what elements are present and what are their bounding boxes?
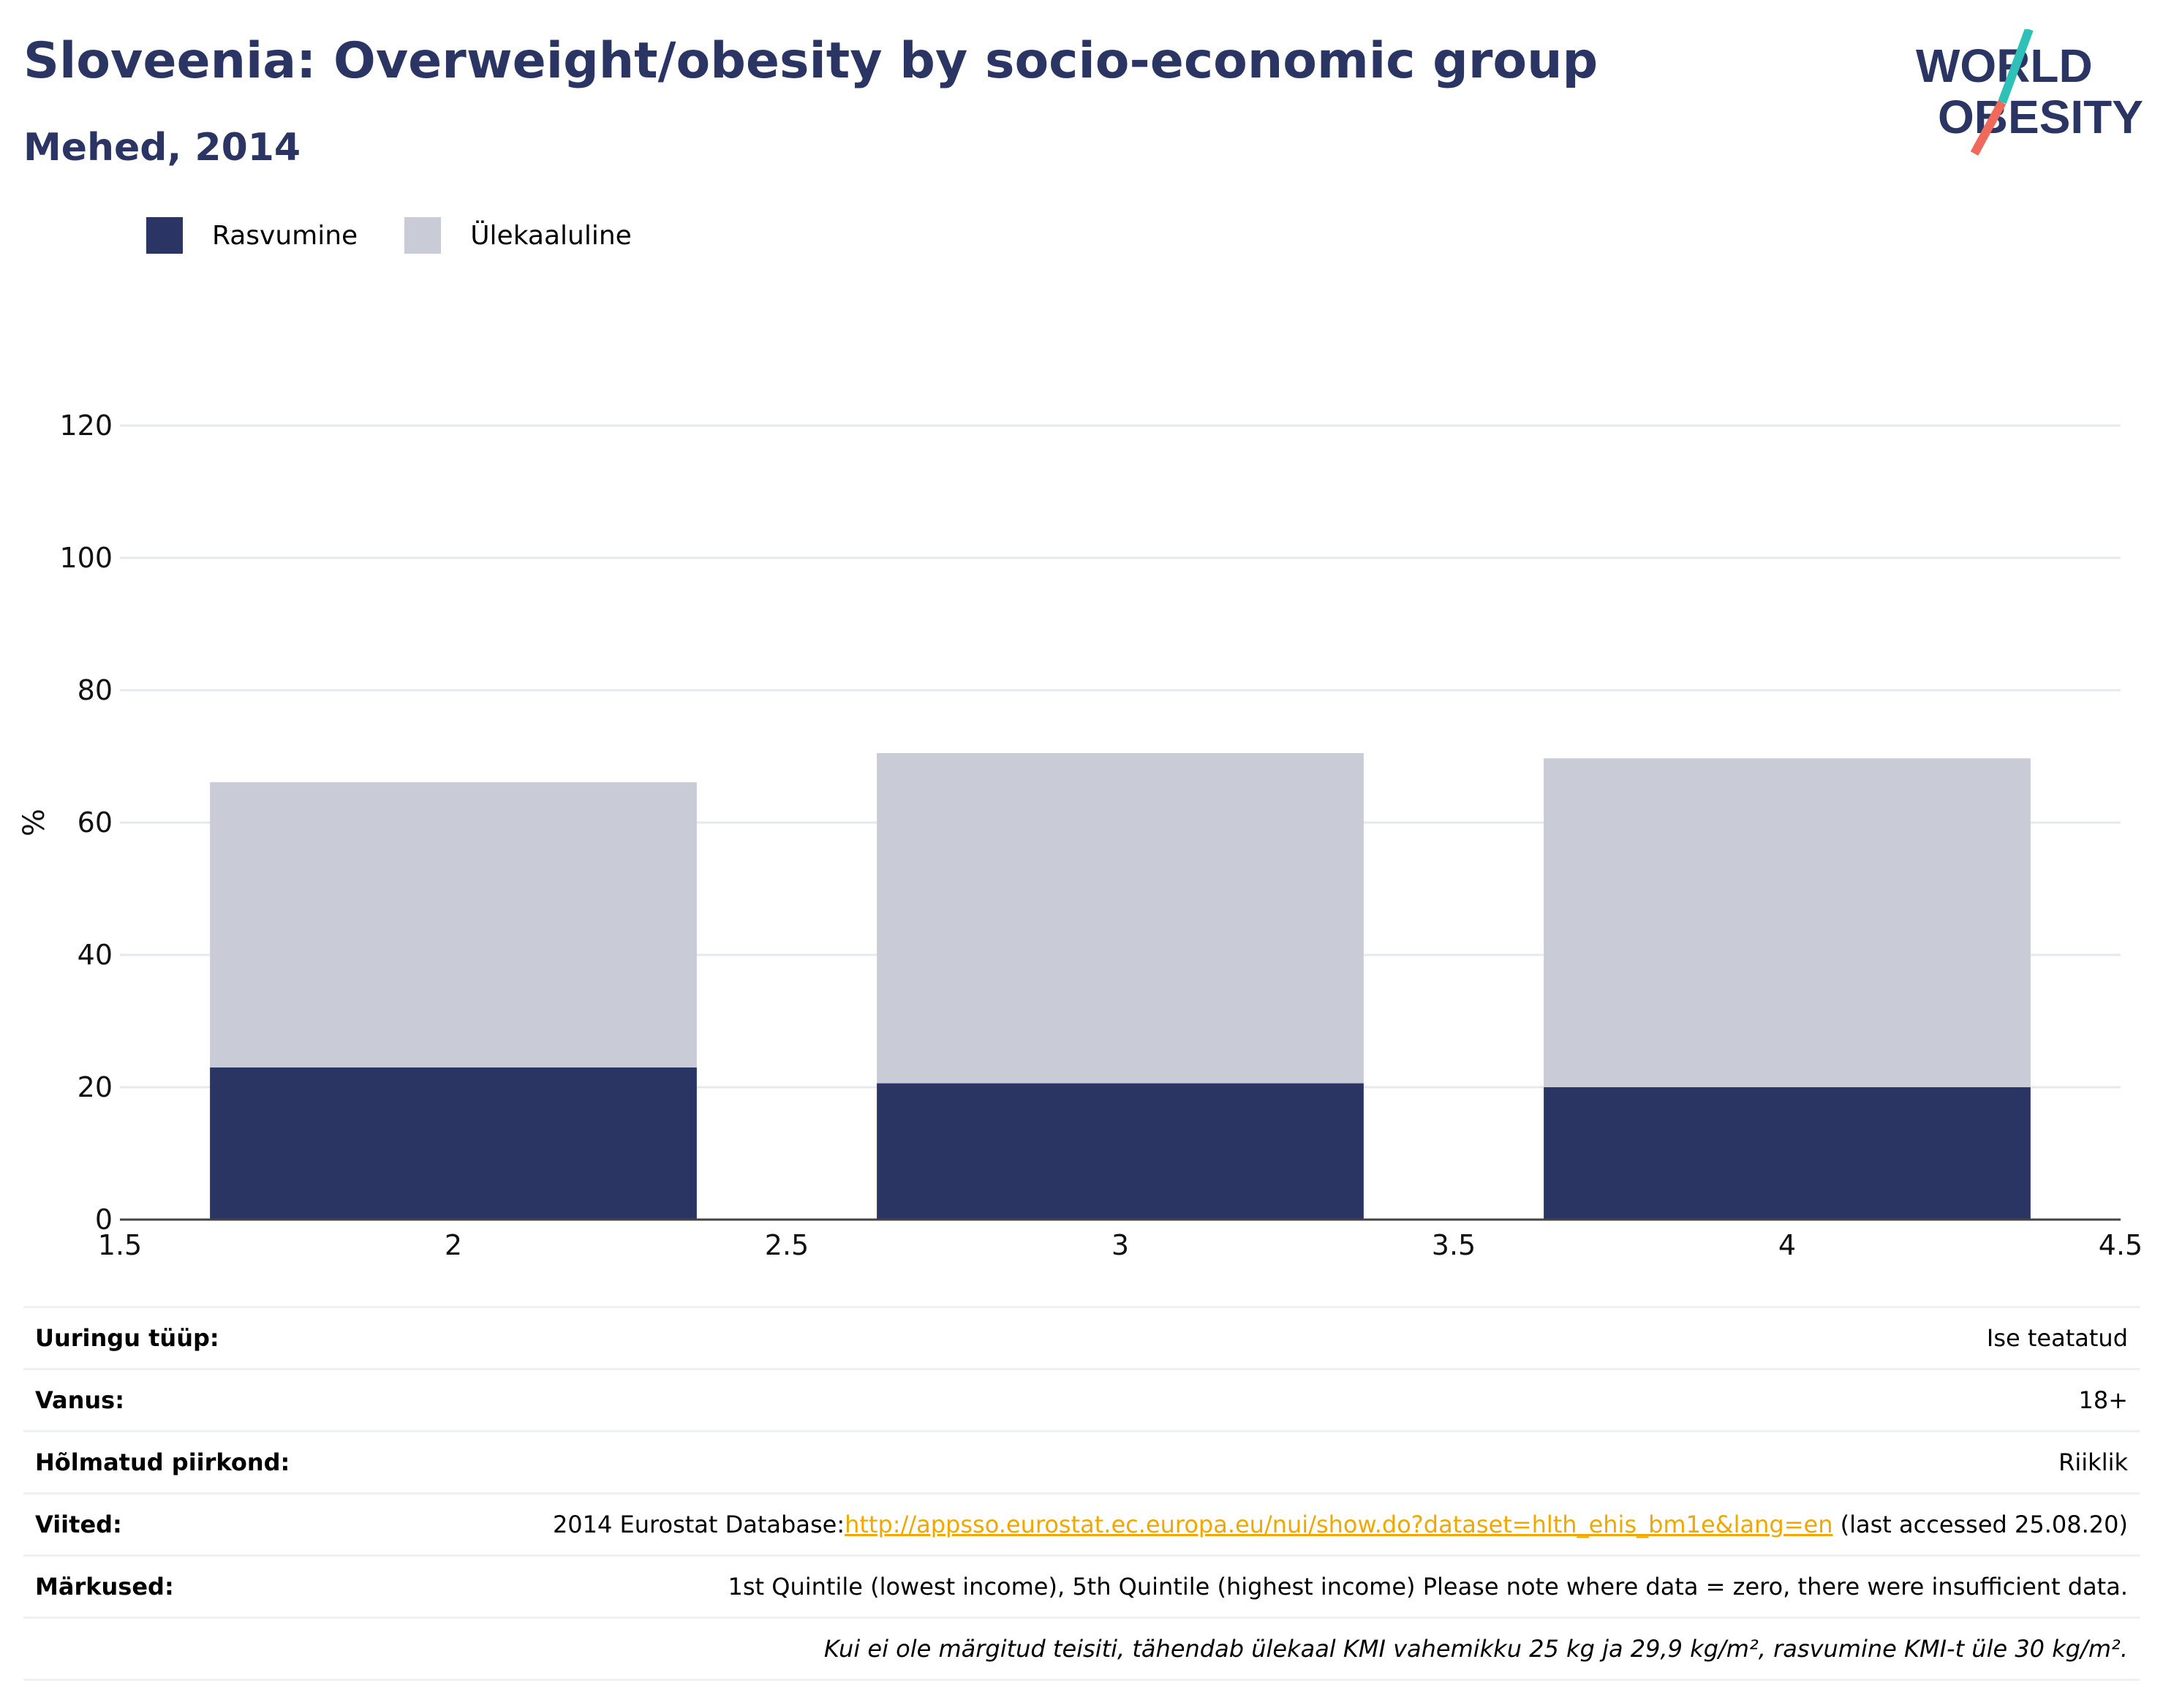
logo-word-obesity: OBESITY: [1938, 91, 2143, 143]
x-tick-label: 1.5: [98, 1229, 142, 1258]
x-tick-label: 3.5: [1432, 1229, 1476, 1258]
logo-slash-teal: [1998, 29, 2034, 105]
x-tick-label: 2.5: [765, 1229, 809, 1258]
y-tick-label: 40: [78, 939, 113, 971]
info-row-age: Vanus: 18+: [23, 1369, 2140, 1432]
y-tick-label: 0: [95, 1203, 113, 1236]
info-row-notes: Märkused: 1st Quintile (lowest income), …: [23, 1555, 2140, 1619]
legend-swatch-obesity: [146, 217, 183, 254]
y-tick-label: 100: [59, 542, 113, 574]
y-tick-label: 80: [78, 674, 113, 706]
y-tick-label: 20: [78, 1071, 113, 1103]
bar-layer: [210, 752, 2031, 1220]
x-tick-label: 4.5: [2099, 1229, 2143, 1258]
axis-layer: 0 20 40 60 80 100 120% 1.5 2 2.5 3 3.5 4 4.5: [18, 409, 2143, 1258]
reference-link[interactable]: http://appsso.eurostat.ec.europa.eu/nui/…: [845, 1511, 1833, 1538]
bar-overweight[interactable]: [210, 782, 697, 1068]
y-tick-label: 60: [78, 806, 113, 839]
legend-item-obesity[interactable]: Rasvumine: [146, 217, 358, 254]
reference-prefix: 2014 Eurostat Database:: [552, 1511, 845, 1538]
bar-overweight[interactable]: [877, 752, 1364, 1084]
info-row-references: Viited: 2014 Eurostat Database:http://ap…: [23, 1493, 2140, 1557]
legend-swatch-overweight: [404, 217, 442, 254]
x-tick-label: 3: [1111, 1229, 1129, 1258]
world-obesity-logo: WORLD OBESITY: [1916, 29, 2143, 156]
info-row-footnote: Kui ei ole märgitud teisiti, tähendab ül…: [23, 1617, 2140, 1681]
legend: Rasvumine Ülekaaluline: [146, 216, 679, 254]
info-label-age: Vanus:: [23, 1369, 337, 1432]
info-table: Uuringu tüüp: Ise teatatud Vanus: 18+ Hõ…: [23, 1306, 2140, 1681]
info-row-survey-type: Uuringu tüüp: Ise teatatud: [23, 1306, 2140, 1370]
y-tick-label: 120: [59, 409, 113, 442]
info-value-age: 18+: [336, 1369, 2140, 1432]
reference-suffix: (last accessed 25.08.20): [1832, 1511, 2128, 1538]
x-tick-label: 2: [445, 1229, 462, 1258]
info-value-survey-type: Ise teatatud: [336, 1306, 2140, 1370]
y-axis-title: %: [18, 809, 51, 836]
bar-overweight[interactable]: [1544, 758, 2031, 1087]
bar-chart: 0 20 40 60 80 100 120% 1.5 2 2.5 3 3.5 4 4.5: [18, 409, 2143, 1258]
logo-slash-coral: [1970, 100, 2007, 156]
legend-label-obesity: Rasvumine: [212, 220, 358, 251]
info-label-area: Hõlmatud piirkond:: [23, 1431, 337, 1494]
legend-item-overweight[interactable]: Ülekaaluline: [404, 217, 632, 254]
bar-obesity[interactable]: [1544, 1087, 2031, 1220]
chart-title: Sloveenia: Overweight/obesity by socio-e…: [23, 32, 1598, 90]
info-value-references: 2014 Eurostat Database:http://appsso.eur…: [336, 1493, 2140, 1557]
info-value-area: Riiklik: [336, 1431, 2140, 1494]
info-footnote: Kui ei ole märgitud teisiti, tähendab ül…: [336, 1617, 2140, 1681]
info-label-survey-type: Uuringu tüüp:: [23, 1306, 337, 1370]
x-tick-label: 4: [1778, 1229, 1796, 1258]
info-label-references: Viited:: [23, 1493, 337, 1557]
info-label-notes: Märkused:: [23, 1555, 337, 1619]
logo-word-world: WORLD: [1916, 39, 2093, 92]
info-row-area: Hõlmatud piirkond: Riiklik: [23, 1431, 2140, 1494]
bar-obesity[interactable]: [877, 1083, 1364, 1220]
info-value-notes: 1st Quintile (lowest income), 5th Quinti…: [336, 1555, 2140, 1619]
chart-subtitle: Mehed, 2014: [23, 126, 301, 170]
bar-obesity[interactable]: [210, 1067, 697, 1220]
legend-label-overweight: Ülekaaluline: [470, 220, 632, 251]
